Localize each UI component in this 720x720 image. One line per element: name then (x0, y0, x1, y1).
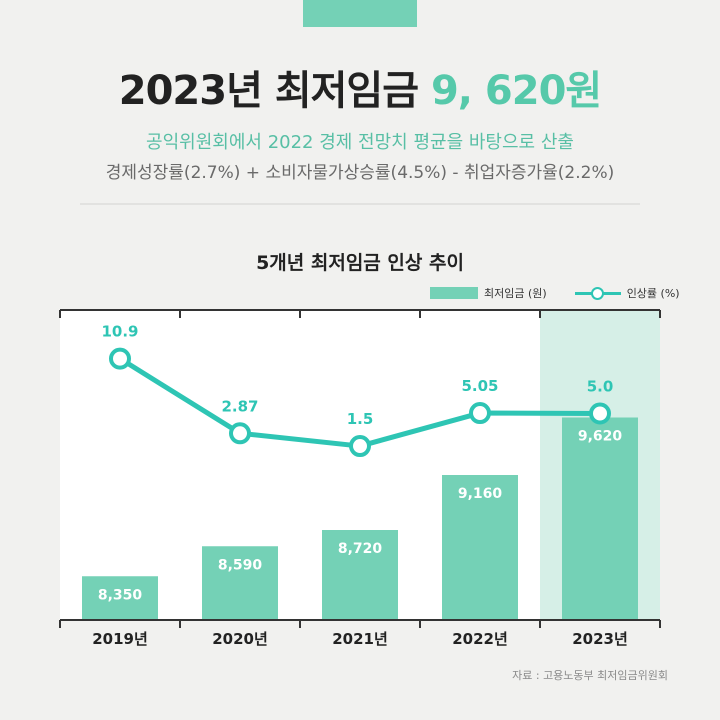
bar-label-4: 9,620 (578, 429, 623, 445)
top-accent-tab (303, 0, 417, 27)
section-divider (80, 203, 640, 205)
subtitle-basis: 공익위원회에서 2022 경제 전망치 평균을 바탕으로 산출 (146, 132, 574, 153)
chart-title: 5개년 최저임금 인상 추이 (256, 252, 464, 274)
bar-2 (322, 530, 398, 620)
source-note: 자료 : 고용노동부 최저임금위원회 (512, 669, 668, 682)
bar-label-1: 8,590 (218, 557, 263, 573)
rate-label-4: 5.0 (587, 378, 614, 396)
page-headline: 2023년 최저임금 9, 620원 (0, 58, 720, 116)
rate-label-1: 2.87 (221, 397, 258, 415)
rate-point-0 (109, 347, 131, 370)
bar-label-0: 8,350 (98, 587, 143, 603)
rate-label-3: 5.05 (461, 377, 498, 395)
rate-label-0: 10.9 (101, 323, 138, 341)
bar-4 (562, 417, 638, 620)
bar-label-3: 9,160 (458, 486, 503, 502)
bar-label-2: 8,720 (338, 541, 383, 557)
bar-1 (202, 546, 278, 620)
x-tick-label-4: 2023년 (572, 630, 628, 648)
legend-line-label: 인상률 (%) (626, 287, 680, 300)
legend-bar-label: 최저임금 (원) (484, 287, 547, 300)
subtitle-formula: 경제성장률(2.7%) + 소비자물가상승률(4.5%) - 취업자증가율(2.… (105, 163, 615, 183)
bar-0 (82, 576, 158, 620)
legend-bar-swatch (430, 287, 478, 299)
x-tick-label-1: 2020년 (212, 630, 268, 648)
rate-point-4 (589, 402, 611, 425)
chart-legend: 최저임금 (원) 인상률 (%) (430, 285, 680, 301)
rate-point-3 (469, 402, 491, 425)
x-tick-label-3: 2022년 (452, 630, 508, 648)
legend-line-symbol (574, 287, 621, 300)
x-tick-label-2: 2021년 (332, 630, 388, 648)
rate-point-1 (229, 422, 251, 445)
rate-point-2 (349, 435, 371, 458)
headline-prefix: 2023년 최저임금 (118, 68, 419, 114)
headline-highlight: 9, 620원 (430, 68, 602, 114)
rate-label-2: 1.5 (347, 410, 374, 428)
bar-3 (442, 475, 518, 620)
x-tick-label-0: 2019년 (92, 630, 148, 648)
